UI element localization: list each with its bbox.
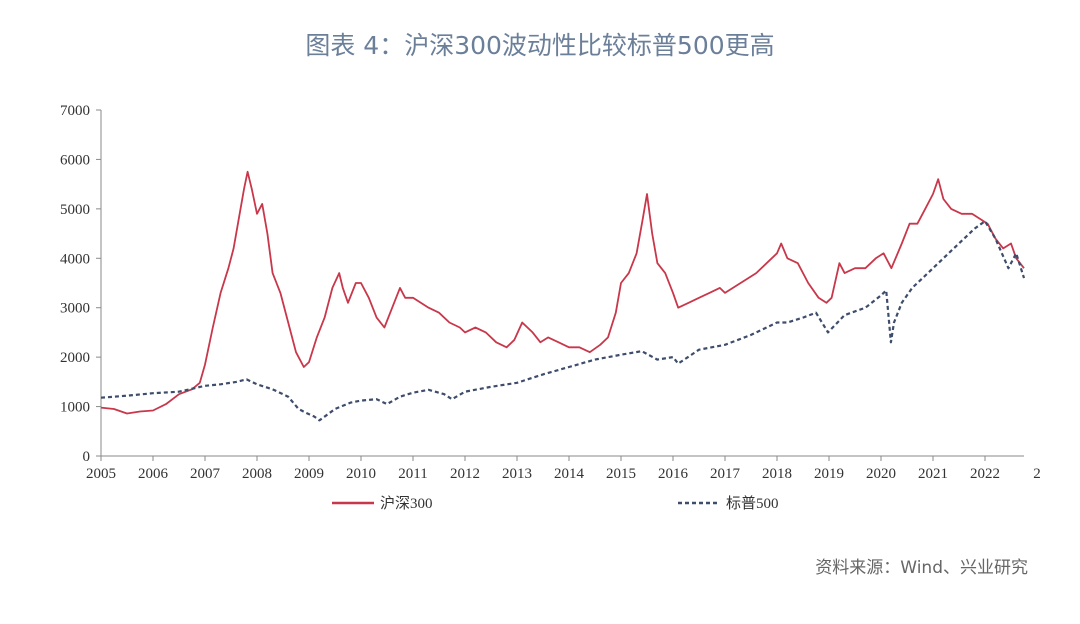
x-tick-label: 2011 [398,466,427,482]
y-tick-label: 7000 [60,103,90,119]
x-tick-label: 2019 [814,466,844,482]
y-tick-label: 2000 [60,350,90,366]
source-note: 资料来源：Wind、兴业研究 [815,558,1028,578]
legend-label: 标普500 [726,495,779,512]
legend-label: 沪深300 [380,495,433,512]
y-tick-label: 6000 [60,152,90,168]
series-line-1 [100,170,1025,415]
y-tick-label: 3000 [60,301,90,317]
chart-title: 图表 4：沪深300波动性比较标普500更高 [305,31,775,60]
y-tick-label: 1000 [60,400,90,416]
chart-legend: 沪深300 标普500 [332,495,779,512]
x-tick-label: 2 [1033,466,1041,482]
series-line-2 [100,220,1026,422]
line-chart: 0 1000 2000 3000 4000 5000 6000 7000 2005 2006 200… [60,103,1041,512]
x-tick-label: 2022 [970,466,1000,482]
x-tick-label: 2012 [450,466,480,482]
x-tick-label: 2016 [658,466,689,482]
x-tick-label: 2020 [866,466,896,482]
x-tick-label: 2017 [710,466,741,482]
x-tick-label: 2021 [918,466,948,482]
y-tick-label: 0 [83,449,91,465]
x-tick-label: 2018 [762,466,792,482]
series-layer [100,170,1026,422]
y-tick-label: 5000 [60,202,90,218]
x-tick-label: 2008 [242,466,272,482]
x-tick-label: 2005 [86,466,116,482]
x-tick-label: 2013 [502,466,532,482]
y-tick-label: 4000 [60,251,90,267]
chart-axes: 0 1000 2000 3000 4000 5000 6000 7000 2005 2006 200… [60,103,1041,482]
x-tick-label: 2010 [346,466,376,482]
x-tick-label: 2015 [606,466,636,482]
x-tick-label: 2006 [138,466,169,482]
x-tick-label: 2014 [554,466,585,482]
x-tick-label: 2009 [294,466,324,482]
x-tick-label: 2007 [190,466,221,482]
